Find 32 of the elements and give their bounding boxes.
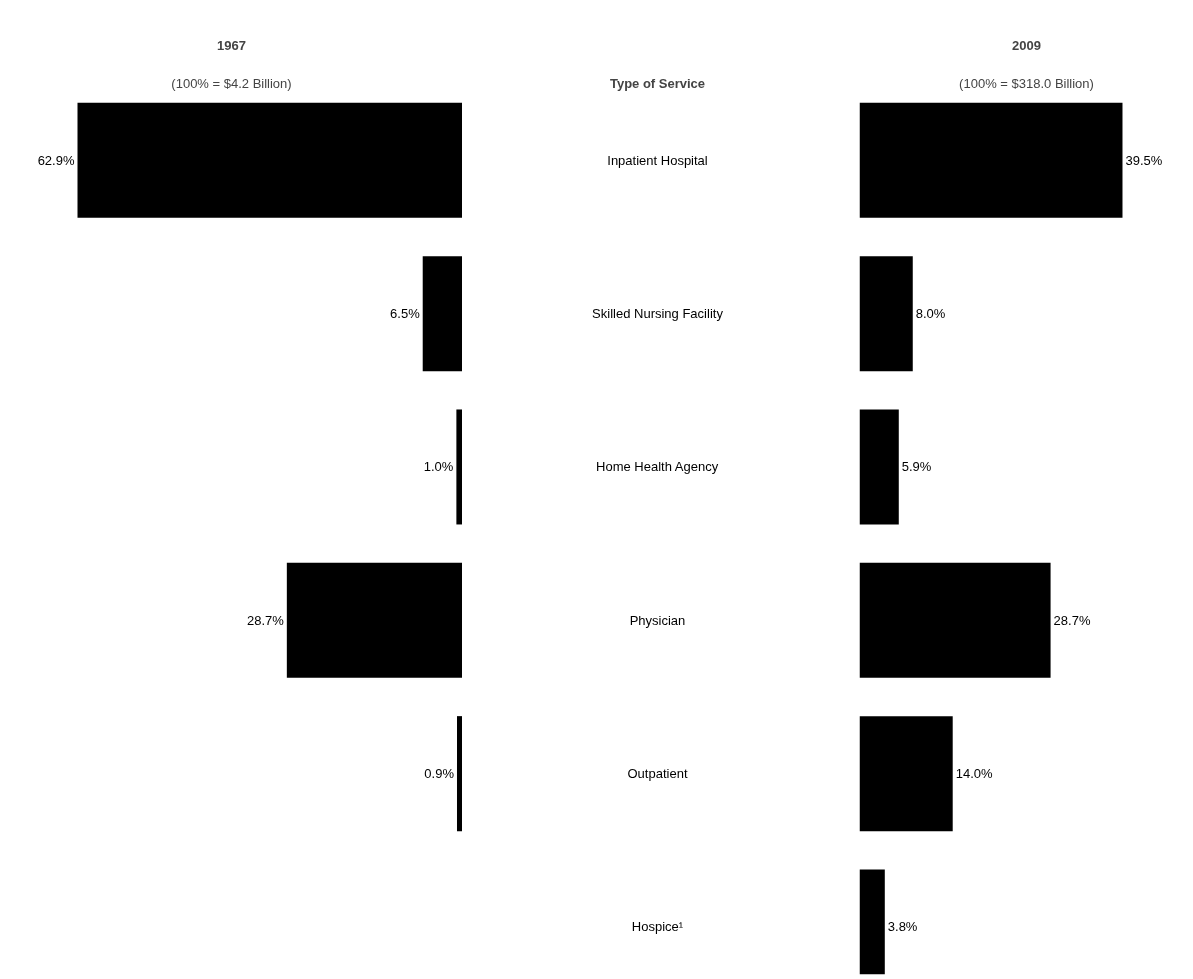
bar <box>422 256 462 372</box>
y-tick-label: Outpatient <box>627 766 688 782</box>
bar <box>77 102 462 218</box>
data-label: 28.7% <box>246 612 285 628</box>
data-label: 8.0% <box>915 306 946 322</box>
chart-title: 2009 <box>1012 37 1041 53</box>
bar <box>859 256 913 372</box>
bar <box>456 409 462 525</box>
bar <box>859 562 1051 678</box>
bar <box>859 716 953 832</box>
bar <box>286 562 462 678</box>
data-label: 5.9% <box>901 459 932 475</box>
y-tick-label: Hospice¹ <box>631 919 684 935</box>
data-label: 0.9% <box>424 766 455 782</box>
bar <box>456 716 462 832</box>
data-label: 28.7% <box>1053 612 1091 628</box>
chart-subtitle: (100% = $4.2 Billion) <box>171 75 292 91</box>
y-tick-label: Skilled Nursing Facility <box>592 306 724 322</box>
y-tick-label: Inpatient Hospital <box>607 152 708 168</box>
bar <box>859 409 899 525</box>
data-label: 62.9% <box>37 152 75 168</box>
data-label: 6.5% <box>390 306 421 322</box>
chart-subtitle: (100% = $318.0 Billion) <box>959 75 1094 91</box>
y-tick-label: Physician <box>629 612 686 628</box>
data-label: 39.5% <box>1125 152 1163 168</box>
data-label: 3.8% <box>887 919 918 935</box>
data-label: 1.0% <box>423 459 454 475</box>
y-tick-label: Home Health Agency <box>596 459 719 475</box>
chart-title: 1967 <box>217 37 246 53</box>
y-axis-title: Type of Service <box>609 75 706 91</box>
data-label: 14.0% <box>955 766 994 782</box>
bar <box>859 102 1123 218</box>
